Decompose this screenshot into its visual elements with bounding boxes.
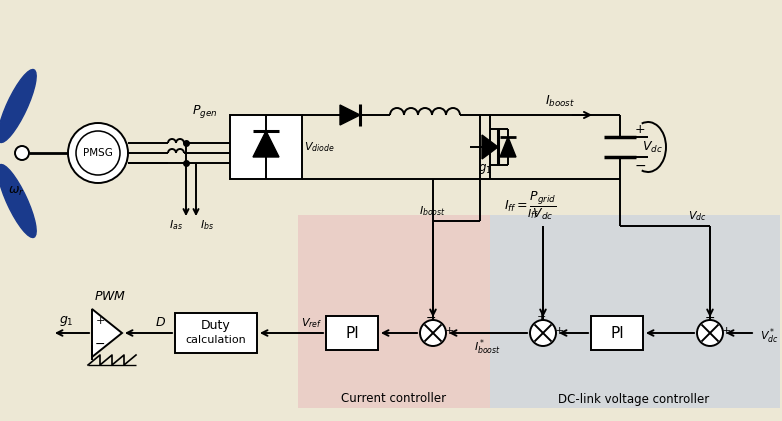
Text: $-$: $-$ bbox=[634, 158, 646, 172]
Text: $-$: $-$ bbox=[705, 311, 716, 323]
Text: Duty: Duty bbox=[201, 320, 231, 333]
Text: $g_1$: $g_1$ bbox=[59, 314, 74, 328]
Polygon shape bbox=[92, 309, 122, 357]
Text: $V_{dc}$: $V_{dc}$ bbox=[688, 209, 707, 223]
Text: $+$: $+$ bbox=[721, 325, 731, 336]
Ellipse shape bbox=[0, 69, 36, 142]
Bar bbox=[591, 316, 643, 350]
Text: DC-link voltage controller: DC-link voltage controller bbox=[558, 392, 709, 405]
Text: $+$: $+$ bbox=[536, 312, 546, 322]
Text: $+$: $+$ bbox=[95, 315, 105, 327]
Text: $\omega_r$: $\omega_r$ bbox=[8, 184, 24, 197]
Bar bbox=[490, 215, 780, 408]
Bar bbox=[326, 316, 378, 350]
Text: $V_{dc}^*$: $V_{dc}^*$ bbox=[760, 326, 779, 346]
Text: $+$: $+$ bbox=[634, 123, 646, 136]
Text: $g_1$: $g_1$ bbox=[478, 162, 492, 176]
Text: $-$: $-$ bbox=[95, 336, 106, 349]
Bar bbox=[175, 313, 257, 353]
Text: $I_{as}$: $I_{as}$ bbox=[169, 218, 183, 232]
Text: $+$: $+$ bbox=[554, 325, 564, 336]
Text: $D$: $D$ bbox=[156, 317, 167, 330]
Text: PI: PI bbox=[345, 325, 359, 341]
Text: $-$: $-$ bbox=[425, 311, 436, 323]
Circle shape bbox=[76, 131, 120, 175]
Text: calculation: calculation bbox=[185, 335, 246, 345]
Text: $+$: $+$ bbox=[444, 325, 454, 336]
Text: $V_{ref}$: $V_{ref}$ bbox=[301, 316, 322, 330]
Bar bbox=[230, 115, 302, 179]
Text: $V_{diode}$: $V_{diode}$ bbox=[304, 140, 335, 154]
Circle shape bbox=[420, 320, 446, 346]
Polygon shape bbox=[500, 137, 516, 157]
Polygon shape bbox=[253, 131, 279, 157]
Circle shape bbox=[15, 146, 29, 160]
Bar bbox=[298, 215, 490, 408]
Circle shape bbox=[697, 320, 723, 346]
Text: PI: PI bbox=[610, 325, 624, 341]
Text: $I_{boost}$: $I_{boost}$ bbox=[545, 93, 575, 109]
Ellipse shape bbox=[0, 165, 36, 237]
Text: PMSG: PMSG bbox=[83, 148, 113, 158]
Circle shape bbox=[530, 320, 556, 346]
Text: Current controller: Current controller bbox=[342, 392, 447, 405]
Text: $I_{ff}=\dfrac{P_{grid}}{V_{dc}}$: $I_{ff}=\dfrac{P_{grid}}{V_{dc}}$ bbox=[504, 190, 556, 222]
Circle shape bbox=[68, 123, 128, 183]
Text: $I_{ff}$: $I_{ff}$ bbox=[527, 207, 539, 221]
Text: $I_{bs}$: $I_{bs}$ bbox=[200, 218, 214, 232]
Text: $P_{gen}$: $P_{gen}$ bbox=[192, 102, 217, 120]
Polygon shape bbox=[340, 105, 360, 125]
Text: $I_{boost}$: $I_{boost}$ bbox=[419, 204, 447, 218]
Text: $PWM$: $PWM$ bbox=[94, 290, 126, 304]
Text: $V_{dc}$: $V_{dc}$ bbox=[641, 139, 662, 155]
Text: $I_{boost}^*$: $I_{boost}^*$ bbox=[475, 337, 501, 357]
Polygon shape bbox=[482, 135, 498, 159]
